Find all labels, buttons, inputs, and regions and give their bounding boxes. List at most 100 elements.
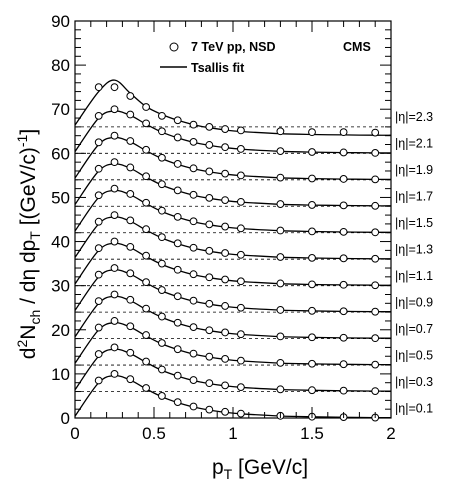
tsallis-fit-curve (74, 216, 391, 260)
data-point (205, 141, 214, 149)
data-point (205, 326, 214, 335)
data-point (237, 356, 245, 365)
data-point (173, 292, 182, 301)
data-point (110, 105, 119, 114)
data-point (189, 296, 198, 305)
data-point (110, 83, 119, 92)
y-axis-title: d2Nch / dη dpT [(GeV/c)-1] (14, 129, 43, 359)
data-point (189, 190, 198, 199)
data-point (94, 297, 103, 306)
eta-label: |η|=1.9 (395, 163, 433, 177)
data-point (221, 302, 230, 310)
data-point (173, 160, 182, 168)
data-point (142, 225, 151, 234)
data-point (276, 200, 285, 208)
data-point (94, 217, 103, 226)
y-tick-label: 80 (51, 56, 70, 75)
data-point (158, 259, 166, 268)
data-point (189, 243, 198, 252)
data-point (126, 295, 135, 304)
data-point (371, 307, 380, 316)
data-point (94, 111, 103, 120)
tsallis-fit-curve (74, 79, 392, 136)
data-point (205, 167, 214, 176)
x-tick-label: 0 (70, 424, 79, 443)
tsallis-fit-curve (74, 136, 391, 181)
data-point (221, 196, 230, 204)
data-point (110, 237, 119, 246)
y-tick-label: 10 (51, 365, 70, 384)
data-point (94, 83, 103, 92)
data-point (237, 409, 245, 418)
data-point (173, 398, 182, 407)
data-point (142, 384, 151, 392)
data-point (339, 333, 348, 342)
data-point (142, 103, 151, 111)
y-tick-label: 30 (51, 277, 70, 296)
data-point (371, 281, 380, 290)
data-point (142, 119, 151, 128)
x-tick-label: 0.5 (142, 424, 166, 443)
data-point (142, 278, 151, 287)
data-point (237, 197, 245, 206)
x-axis-title: pT [GeV/c] (212, 456, 308, 482)
data-point (339, 386, 348, 395)
data-point (308, 201, 316, 209)
data-point (205, 246, 214, 255)
data-point (221, 169, 230, 178)
data-point (371, 175, 380, 184)
tsallis-fit-curve (74, 348, 391, 392)
data-point (126, 216, 135, 225)
data-point (221, 407, 230, 416)
data-point (158, 111, 166, 120)
data-point (94, 164, 103, 173)
data-point (110, 184, 119, 193)
data-point (308, 386, 316, 395)
eta-label: |η|=1.3 (395, 242, 433, 256)
eta-label: |η|=0.7 (395, 322, 433, 336)
data-point (308, 253, 316, 262)
data-point (110, 158, 119, 167)
data-point (173, 133, 182, 142)
data-point (189, 349, 198, 358)
x-tick-labels: 0 0.5 1 1.5 2 (70, 424, 395, 443)
tsallis-fit-curve (74, 295, 391, 339)
eta-label: |η|=1.5 (395, 216, 433, 230)
data-point (189, 376, 198, 384)
data-point (221, 381, 230, 390)
data-point (94, 270, 103, 279)
data-point (276, 226, 285, 235)
data-point (94, 138, 103, 147)
data-point (158, 392, 166, 400)
data-point (126, 269, 135, 278)
data-point (126, 322, 135, 331)
data-point (205, 352, 214, 361)
y-tick-label: 90 (51, 12, 70, 31)
tsallis-fit-curve (74, 322, 392, 366)
data-point (189, 270, 198, 279)
y-tick-labels: 0 10 20 30 40 50 60 70 80 90 (51, 12, 70, 428)
data-point (189, 402, 198, 411)
data-point (237, 126, 245, 135)
data-point (173, 116, 182, 125)
data-point (205, 405, 214, 414)
data-point (237, 383, 245, 392)
tsallis-fit-curve (74, 269, 391, 313)
data-point (276, 147, 285, 156)
data-point (126, 137, 135, 145)
data-point (189, 120, 198, 129)
data-point (339, 360, 348, 369)
data-point (371, 360, 380, 369)
eta-label: |η|=0.3 (395, 375, 433, 389)
data-point (237, 171, 245, 180)
tsallis-fit-curve (74, 163, 392, 207)
data-point (173, 265, 182, 274)
data-point (371, 254, 380, 263)
data-point (189, 164, 198, 173)
data-point (110, 343, 119, 352)
data-point (173, 371, 182, 380)
data-point (173, 212, 182, 221)
data-point (142, 172, 151, 181)
data-point (308, 174, 316, 183)
